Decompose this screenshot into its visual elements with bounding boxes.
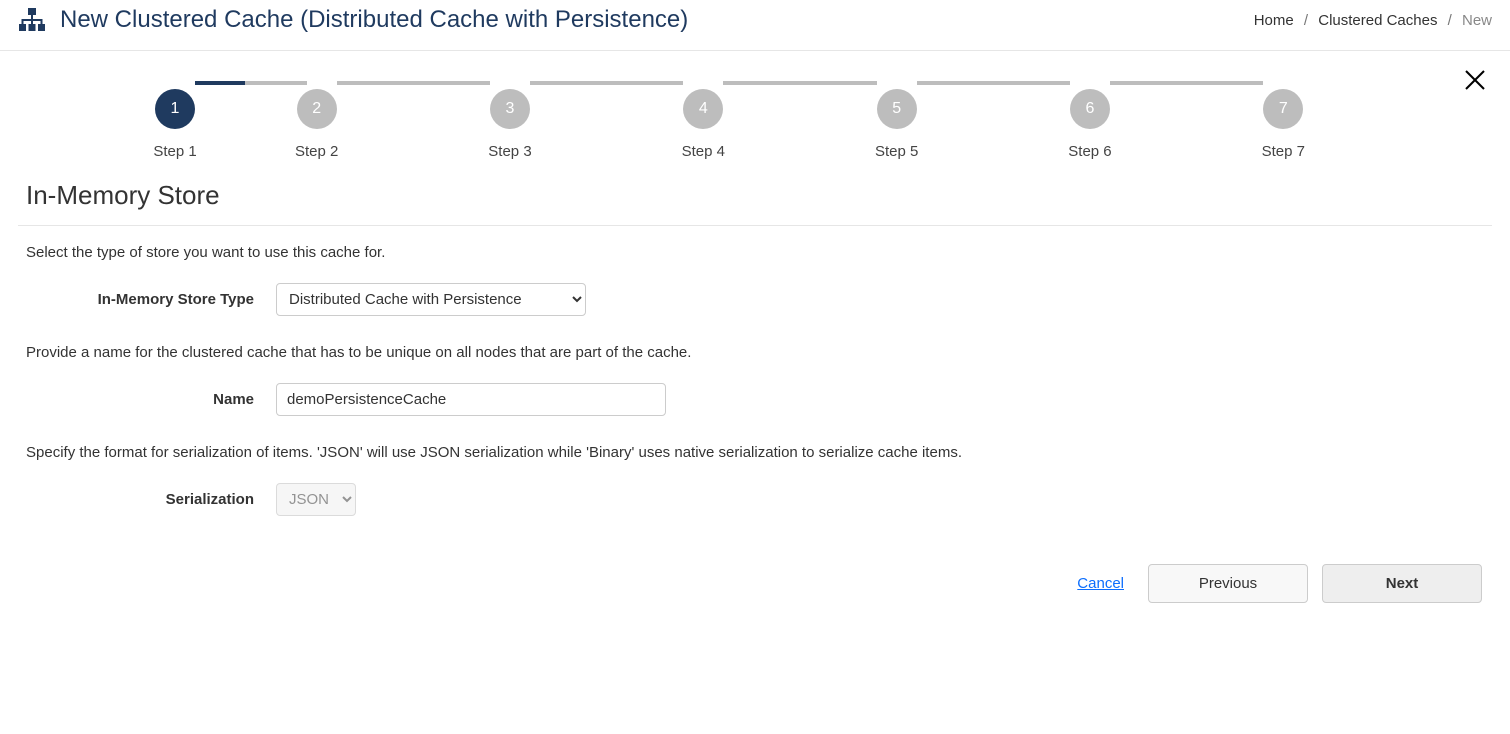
breadcrumb-section[interactable]: Clustered Caches	[1318, 12, 1437, 29]
wizard-footer: Cancel Previous Next	[10, 544, 1500, 603]
step-connector	[723, 81, 876, 85]
step-connector	[530, 81, 683, 85]
store-type-label: In-Memory Store Type	[26, 291, 276, 308]
name-desc: Provide a name for the clustered cache t…	[26, 344, 1484, 361]
step-circle: 6	[1070, 89, 1110, 129]
step-label: Step 2	[220, 143, 413, 160]
page-title: New Clustered Cache (Distributed Cache w…	[60, 6, 688, 34]
step-circle: 4	[683, 89, 723, 129]
step-label: Step 1	[130, 143, 220, 160]
serialization-label: Serialization	[26, 491, 276, 508]
next-button[interactable]: Next	[1322, 564, 1482, 603]
breadcrumb: Home / Clustered Caches / New	[1254, 12, 1492, 29]
section-title: In-Memory Store	[18, 170, 1492, 226]
step-connector	[917, 81, 1070, 85]
name-input[interactable]	[276, 383, 666, 416]
serialization-select: JSON	[276, 483, 356, 516]
name-label: Name	[26, 391, 276, 408]
step-3[interactable]: 3 Step 3	[413, 89, 606, 160]
step-1[interactable]: 1 Step 1	[130, 89, 220, 160]
breadcrumb-sep: /	[1298, 12, 1314, 29]
step-7[interactable]: 7 Step 7	[1187, 89, 1380, 160]
step-circle: 2	[297, 89, 337, 129]
step-6[interactable]: 6 Step 6	[993, 89, 1186, 160]
step-5[interactable]: 5 Step 5	[800, 89, 993, 160]
step-circle: 7	[1263, 89, 1303, 129]
form-area: Select the type of store you want to use…	[18, 226, 1492, 516]
step-label: Step 4	[607, 143, 800, 160]
step-connector-progress	[195, 81, 245, 85]
previous-button[interactable]: Previous	[1148, 564, 1308, 603]
step-2[interactable]: 2 Step 2	[220, 89, 413, 160]
step-circle: 1	[155, 89, 195, 129]
step-label: Step 5	[800, 143, 993, 160]
step-label: Step 6	[993, 143, 1186, 160]
wizard-panel: 1 Step 1 2 Step 2 3 Step 3 4 Step 4 5 Step 5 6 Step…	[10, 61, 1500, 623]
store-type-select[interactable]: Distributed Cache with Persistence	[276, 283, 586, 316]
page-header: New Clustered Cache (Distributed Cache w…	[0, 0, 1510, 51]
step-connector	[337, 81, 490, 85]
step-label: Step 3	[413, 143, 606, 160]
wizard-stepper: 1 Step 1 2 Step 2 3 Step 3 4 Step 4 5 Step 5 6 Step…	[10, 61, 1500, 170]
step-circle: 5	[877, 89, 917, 129]
breadcrumb-sep: /	[1442, 12, 1458, 29]
serialization-desc: Specify the format for serialization of …	[26, 444, 1484, 461]
step-label: Step 7	[1187, 143, 1380, 160]
breadcrumb-current: New	[1462, 12, 1492, 29]
cancel-button[interactable]: Cancel	[1067, 567, 1134, 600]
breadcrumb-home[interactable]: Home	[1254, 12, 1294, 29]
step-connector	[1110, 81, 1263, 85]
hierarchy-icon	[18, 7, 46, 33]
step-4[interactable]: 4 Step 4	[607, 89, 800, 160]
store-type-desc: Select the type of store you want to use…	[26, 244, 1484, 261]
step-circle: 3	[490, 89, 530, 129]
